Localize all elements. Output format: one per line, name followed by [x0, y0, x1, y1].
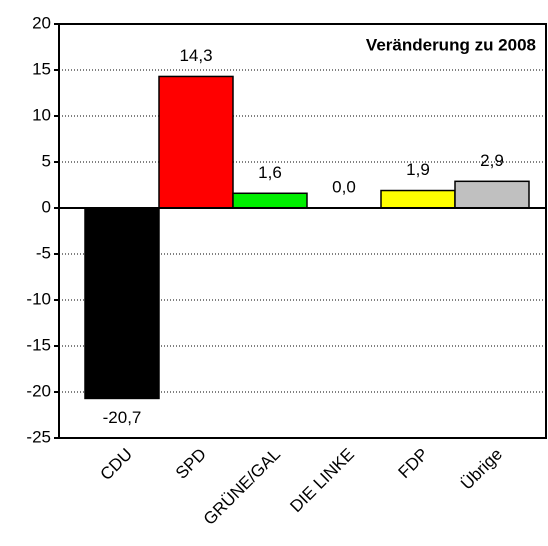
y-tick-label: 10: [32, 105, 51, 124]
plot-frame: [58, 23, 547, 439]
x-tick-label: GRÜNE/GAL: [200, 445, 284, 529]
y-tick-label: -20: [26, 381, 51, 400]
y-tick-label: 20: [32, 13, 51, 32]
y-tick-label: -5: [36, 243, 51, 262]
y-tick-label: 15: [32, 59, 51, 78]
value-label: 1,9: [406, 160, 430, 179]
x-tick-label: DIE LINKE: [286, 445, 358, 517]
bar: [380, 189, 456, 209]
annotation: Veränderung zu 2008: [366, 35, 536, 54]
bar: [454, 180, 530, 209]
y-tick-label: 5: [42, 151, 51, 170]
x-tick-label: SPD: [172, 445, 210, 483]
y-tick-label: -10: [26, 289, 51, 308]
x-tick-label: CDU: [97, 445, 136, 484]
bar: [232, 192, 308, 209]
x-tick-label: FDP: [395, 445, 432, 482]
value-label: 14,3: [179, 46, 212, 65]
bar: [84, 207, 160, 400]
x-tick-label: Übrige: [457, 445, 506, 494]
bar: [158, 75, 234, 209]
value-label: 2,9: [480, 151, 504, 170]
y-tick-label: 0: [42, 197, 51, 216]
y-tick-label: -15: [26, 335, 51, 354]
y-tick-label: -25: [26, 427, 51, 446]
value-label: -20,7: [103, 408, 142, 427]
value-label: 0,0: [332, 177, 356, 196]
value-label: 1,6: [258, 163, 282, 182]
